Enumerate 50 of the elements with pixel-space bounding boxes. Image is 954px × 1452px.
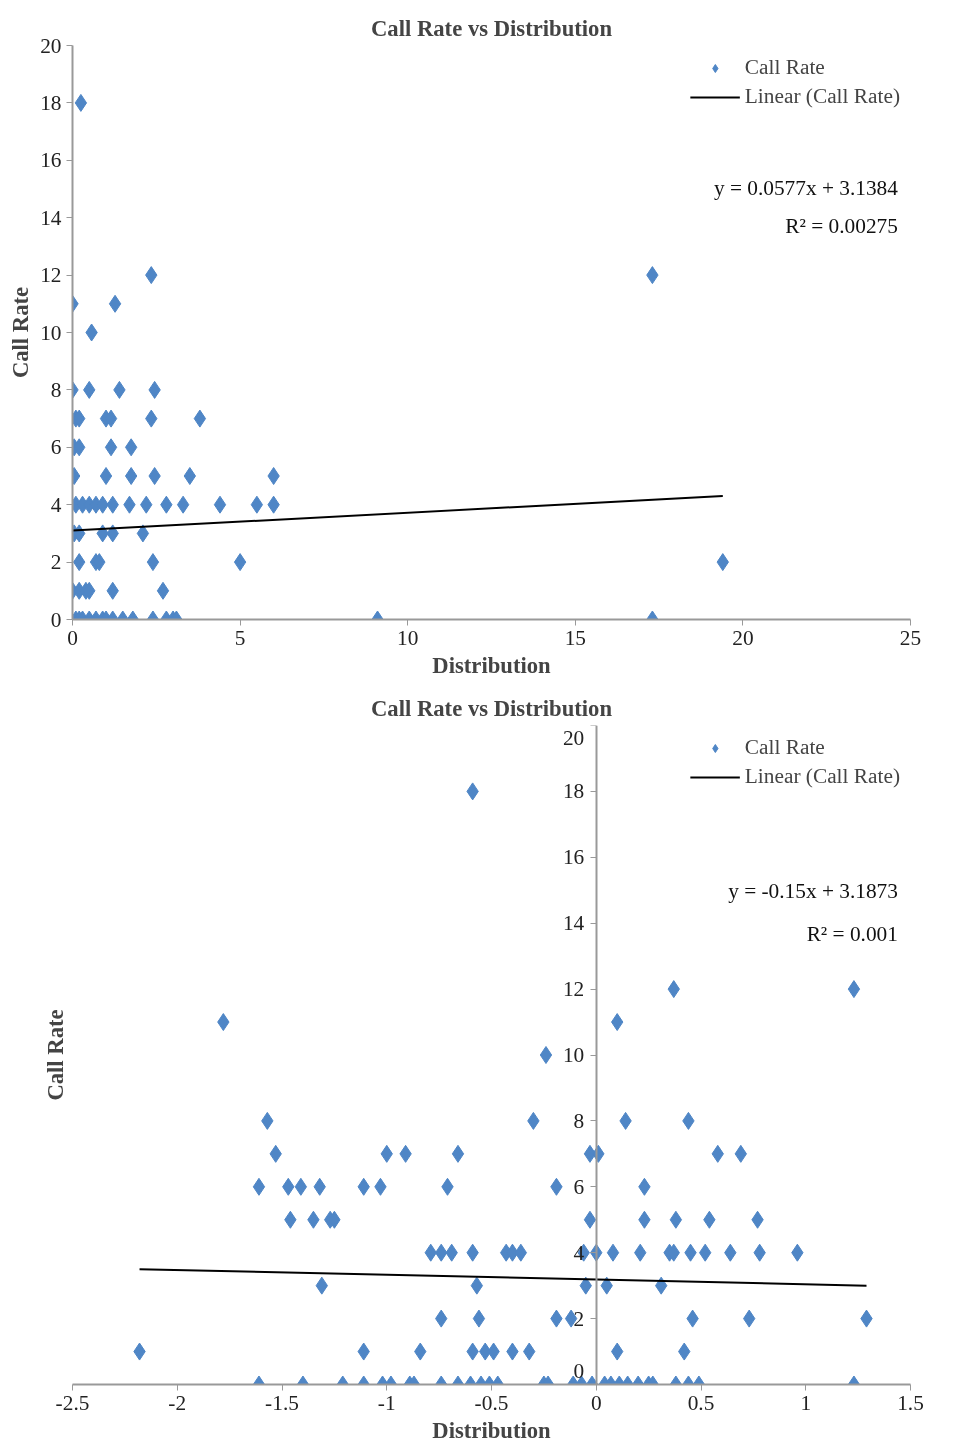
y-tick-label: 20 [562, 725, 585, 750]
y-tick-label: 16 [40, 148, 62, 173]
y-tick-label: 10 [562, 1043, 585, 1067]
x-tick-label: 10 [397, 625, 419, 650]
y-tick-label: 2 [573, 1306, 585, 1331]
legend-label: Linear (Call Rate) [744, 764, 900, 789]
annotation: y = 0.0577x + 3.1384 [713, 176, 899, 201]
y-tick-label: 20 [40, 33, 62, 58]
x-axis-title: Distribution [432, 1417, 552, 1443]
x-tick-label: 0.5 [687, 1390, 715, 1415]
annotation: R² = 0.001 [806, 922, 898, 947]
annotation: R² = 0.00275 [785, 213, 898, 238]
x-tick-label: -1.5 [265, 1390, 299, 1415]
y-tick-label: 14 [562, 911, 585, 936]
x-tick-label: -0.5 [474, 1390, 509, 1415]
x-tick-label: 25 [899, 625, 922, 650]
y-axis-title: Call Rate [7, 286, 33, 379]
x-tick-label: -1 [377, 1390, 396, 1415]
annotation: y = -0.15x + 3.1873 [728, 879, 898, 904]
legend-label: Call Rate [744, 55, 825, 80]
y-tick-label: 0 [50, 607, 62, 632]
x-tick-label: 1.5 [897, 1390, 924, 1415]
chart-title: Call Rate vs Distribution [370, 695, 613, 721]
y-tick-label: 16 [562, 845, 585, 870]
x-axis-title: Distribution [432, 652, 552, 678]
y-tick-label: 12 [40, 263, 62, 288]
y-tick-label: 6 [50, 435, 62, 460]
y-tick-label: 2 [50, 550, 62, 575]
x-tick-label: 15 [564, 625, 586, 650]
y-tick-label: 12 [562, 977, 585, 1002]
y-tick-label: 0 [573, 1358, 585, 1383]
y-tick-label: 6 [573, 1174, 585, 1199]
x-tick-label: 5 [234, 625, 246, 650]
legend-label: Linear (Call Rate) [744, 84, 900, 109]
y-axis-title: Call Rate [42, 1009, 68, 1101]
chart-title: Call Rate vs Distribution [370, 15, 613, 41]
y-tick-label: 4 [50, 492, 62, 517]
x-tick-label: 0 [67, 625, 78, 650]
y-tick-label: 10 [40, 320, 62, 345]
x-tick-label: 0 [590, 1390, 602, 1415]
x-tick-label: 20 [732, 625, 754, 650]
y-tick-label: 18 [40, 90, 62, 115]
y-tick-label: 18 [562, 779, 585, 804]
legend-label: Call Rate [744, 735, 825, 760]
y-tick-label: 8 [50, 377, 62, 402]
x-tick-label: -2 [168, 1390, 187, 1415]
x-tick-label: 1 [800, 1390, 812, 1415]
x-tick-label: -2.5 [55, 1390, 90, 1415]
y-tick-label: 14 [40, 205, 62, 230]
y-tick-label: 8 [573, 1108, 585, 1133]
